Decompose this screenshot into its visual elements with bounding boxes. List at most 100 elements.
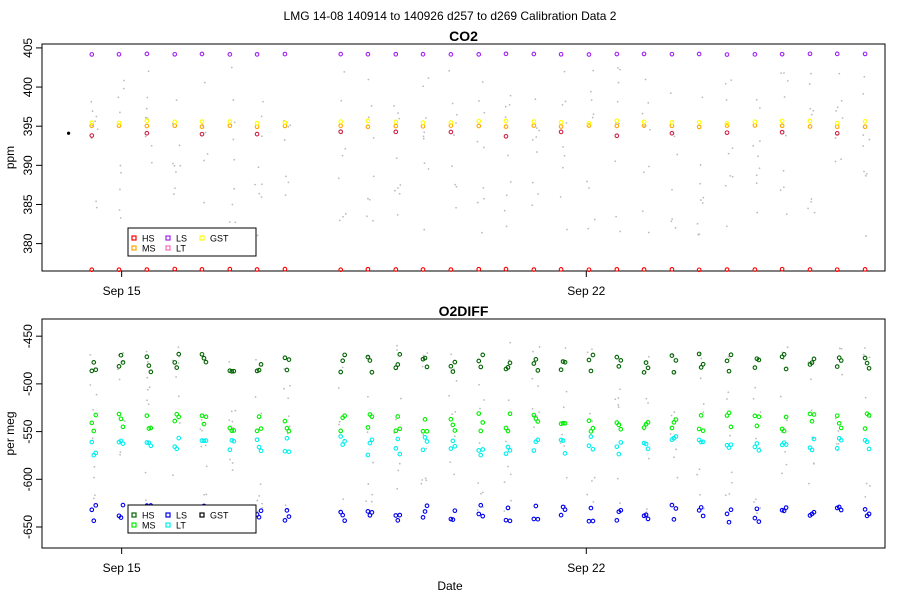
background-point — [483, 399, 485, 401]
background-point — [365, 500, 368, 503]
y-tick-label: 385 — [21, 194, 35, 214]
background-point — [779, 189, 782, 192]
figure-title: LMG 14-08 140914 to 140926 d257 to d269 … — [284, 9, 617, 23]
data-point-ls — [89, 52, 95, 57]
background-point — [759, 411, 762, 413]
background-point — [203, 81, 206, 84]
background-point — [807, 207, 809, 210]
background-point — [503, 510, 506, 512]
background-point — [563, 70, 566, 73]
background-point — [232, 99, 235, 101]
data-point-ls — [728, 507, 734, 513]
data-point-hs — [781, 352, 787, 357]
data-point-lt — [393, 129, 399, 135]
data-point-lt — [783, 442, 789, 447]
data-point-ms — [807, 124, 813, 129]
background-point — [423, 228, 426, 231]
data-point-hs — [724, 358, 730, 364]
background-point — [340, 99, 343, 102]
data-point-lt — [144, 440, 150, 445]
data-point-lt — [395, 436, 401, 442]
data-point-gst — [752, 119, 758, 125]
background-point — [257, 166, 260, 169]
background-point — [753, 501, 755, 503]
data-point-lt — [614, 133, 620, 139]
data-point-lt — [698, 439, 704, 445]
background-point — [699, 493, 701, 496]
data-point-ms — [562, 420, 568, 426]
background-point — [453, 435, 456, 438]
background-point — [593, 476, 596, 479]
data-point-ms — [422, 417, 428, 422]
background-point — [756, 211, 759, 214]
background-point — [370, 104, 373, 107]
background-point — [508, 104, 511, 106]
background-point — [367, 483, 370, 485]
background-point — [146, 96, 149, 99]
background-point — [834, 417, 837, 420]
data-point-ls — [256, 514, 262, 520]
background-point — [481, 231, 483, 234]
background-point — [397, 187, 399, 189]
data-point-ls — [779, 51, 785, 57]
data-point-ls — [754, 506, 760, 512]
background-point — [174, 187, 176, 190]
data-point-lt — [286, 449, 292, 455]
background-point — [780, 72, 783, 75]
data-point-lt — [424, 439, 430, 444]
background-point — [647, 231, 650, 234]
background-point — [533, 426, 535, 429]
background-point — [395, 418, 397, 421]
background-point — [759, 140, 761, 143]
background-point — [674, 226, 677, 229]
background-point — [175, 170, 177, 173]
data-point-hs — [395, 362, 401, 367]
background-point — [96, 128, 99, 131]
data-point-ms — [424, 428, 430, 434]
background-point — [810, 200, 813, 203]
data-point-ls — [614, 517, 620, 523]
data-point-ms — [144, 123, 150, 129]
background-point — [645, 397, 648, 400]
data-point-hs — [144, 267, 150, 272]
background-point — [559, 196, 562, 198]
background-point — [504, 105, 507, 108]
x-tick-label: Sep 22 — [567, 284, 605, 298]
background-point — [147, 70, 150, 73]
data-point-ms — [781, 428, 787, 434]
background-point — [205, 493, 208, 496]
data-point-hs — [643, 360, 649, 365]
background-point — [503, 481, 506, 484]
background-point — [619, 68, 621, 71]
background-point — [231, 469, 234, 471]
background-point — [344, 212, 347, 215]
data-point-hs — [338, 369, 344, 375]
legend-marker-gst — [199, 512, 205, 518]
background-point — [535, 136, 538, 138]
background-point — [591, 348, 593, 351]
legend-label-ms: MS — [142, 244, 156, 254]
data-point-ms — [229, 428, 235, 434]
data-point-lt — [752, 444, 758, 450]
data-point-ls — [286, 514, 292, 519]
background-point — [808, 482, 810, 485]
data-point-hs — [452, 359, 458, 365]
background-point — [505, 225, 508, 228]
data-point-hs — [369, 369, 375, 375]
background-point — [287, 415, 290, 418]
data-point-gst — [807, 118, 813, 124]
data-point-hs — [201, 355, 207, 361]
background-point — [448, 69, 451, 72]
background-point — [231, 420, 234, 423]
legend-label-lt: LT — [176, 244, 186, 254]
data-point-ms — [258, 426, 264, 431]
background-point — [93, 497, 95, 500]
legend-box — [127, 504, 257, 534]
data-point-ls — [669, 502, 675, 508]
data-point-hs — [340, 358, 346, 364]
background-point — [589, 412, 591, 415]
data-point-ms — [834, 124, 840, 130]
data-point-gst — [420, 120, 426, 125]
data-point-hs — [669, 267, 675, 272]
